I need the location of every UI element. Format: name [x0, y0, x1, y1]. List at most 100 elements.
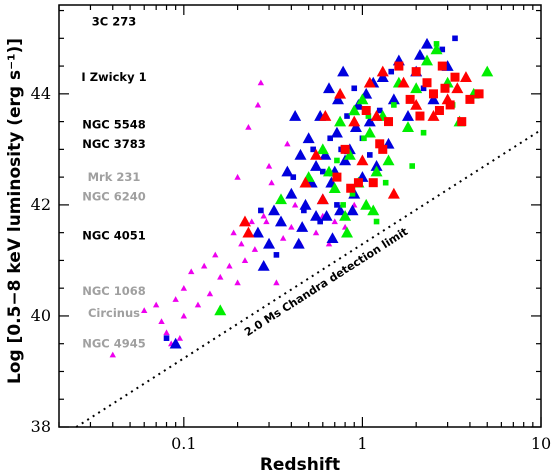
- agn-label: I Zwicky 1: [81, 70, 146, 84]
- data-point: [376, 71, 389, 82]
- data-point: [310, 210, 323, 221]
- data-point: [234, 173, 241, 180]
- data-point: [384, 117, 394, 127]
- data-point: [284, 140, 291, 147]
- data-point: [391, 102, 397, 108]
- data-point: [340, 144, 350, 154]
- data-point: [332, 172, 342, 182]
- data-point: [299, 176, 312, 188]
- data-point: [258, 207, 264, 214]
- data-point: [268, 204, 281, 216]
- data-point: [260, 212, 267, 219]
- data-point: [301, 207, 307, 214]
- data-point: [452, 35, 458, 42]
- data-point: [363, 115, 376, 127]
- agn-label: NGC 4945: [82, 337, 146, 351]
- data-point: [109, 351, 116, 358]
- data-point: [163, 335, 170, 341]
- data-point: [328, 182, 341, 194]
- y-tick-label: 40: [31, 306, 51, 325]
- data-point: [263, 218, 270, 225]
- data-point: [288, 223, 295, 230]
- data-point: [361, 135, 367, 142]
- agn-label: NGC 5548: [82, 117, 146, 131]
- agn-label: NGC 6240: [82, 190, 146, 204]
- data-point: [257, 79, 265, 86]
- data-point: [361, 106, 371, 115]
- data-point: [348, 104, 361, 116]
- data-point: [420, 85, 427, 92]
- data-point: [457, 117, 467, 127]
- agn-label: Circinus: [88, 306, 140, 320]
- data-point: [421, 37, 434, 49]
- data-point: [279, 235, 287, 241]
- data-point: [388, 68, 395, 75]
- data-point: [339, 154, 352, 166]
- data-point: [451, 82, 464, 94]
- data-point: [257, 259, 270, 271]
- data-point: [334, 87, 347, 99]
- data-point: [341, 226, 354, 238]
- data-point: [320, 210, 333, 221]
- data-point: [331, 218, 338, 225]
- data-point: [251, 226, 264, 238]
- data-point: [437, 61, 447, 71]
- data-point: [316, 193, 329, 205]
- x-axis-title: Redshift: [260, 455, 340, 475]
- data-point: [319, 168, 326, 175]
- data-point: [265, 162, 273, 169]
- agn-label: NGC 3783: [82, 137, 146, 151]
- data-point: [312, 229, 320, 236]
- data-point: [172, 296, 179, 302]
- agn-label: 3C 273: [92, 15, 136, 29]
- data-point: [356, 154, 369, 166]
- data-point: [326, 232, 339, 244]
- x-tick-label: 0.1: [171, 434, 196, 453]
- data-point: [376, 107, 383, 114]
- data-point: [348, 115, 361, 127]
- data-point: [188, 268, 195, 275]
- y-tick-label: 42: [31, 195, 51, 214]
- agn-label: Mrk 231: [88, 170, 141, 184]
- data-point: [382, 154, 395, 166]
- data-point: [459, 71, 472, 82]
- data-point: [409, 163, 415, 169]
- data-point: [334, 202, 340, 208]
- data-point: [427, 93, 440, 105]
- data-point: [242, 226, 255, 238]
- data-point: [387, 187, 400, 199]
- data-point: [294, 148, 307, 160]
- y-tick-label: 38: [31, 417, 51, 436]
- data-point: [292, 237, 305, 249]
- data-point: [180, 312, 188, 319]
- y-tick-label: 44: [31, 84, 51, 103]
- agn-label: NGC 4051: [82, 228, 146, 242]
- data-point: [310, 146, 316, 153]
- data-point: [363, 126, 376, 138]
- plot-frame: [58, 4, 542, 428]
- data-point: [332, 93, 345, 105]
- data-point: [274, 215, 287, 227]
- data-point: [263, 237, 276, 249]
- data-point: [375, 139, 385, 149]
- data-point: [334, 115, 347, 127]
- data-point: [323, 82, 336, 94]
- data-point: [353, 178, 363, 188]
- data-point: [273, 279, 280, 286]
- data-point: [430, 43, 443, 55]
- data-point: [421, 54, 434, 66]
- data-point: [334, 204, 347, 216]
- data-point: [194, 301, 202, 308]
- data-point: [370, 110, 383, 121]
- data-point: [176, 334, 184, 341]
- data-point: [241, 257, 249, 263]
- data-point: [363, 76, 376, 88]
- data-point: [402, 121, 415, 132]
- data-point: [376, 65, 389, 77]
- data-point: [410, 82, 423, 94]
- local-agn-labels: 3C 273 I Zwicky 1 NGC 5548 NGC 3783 Mrk 231 N…: [81, 15, 146, 351]
- data-point: [410, 98, 423, 110]
- axis-ticks: 0.1 1 10 38 40 42 44: [31, 5, 551, 453]
- data-point: [319, 148, 332, 160]
